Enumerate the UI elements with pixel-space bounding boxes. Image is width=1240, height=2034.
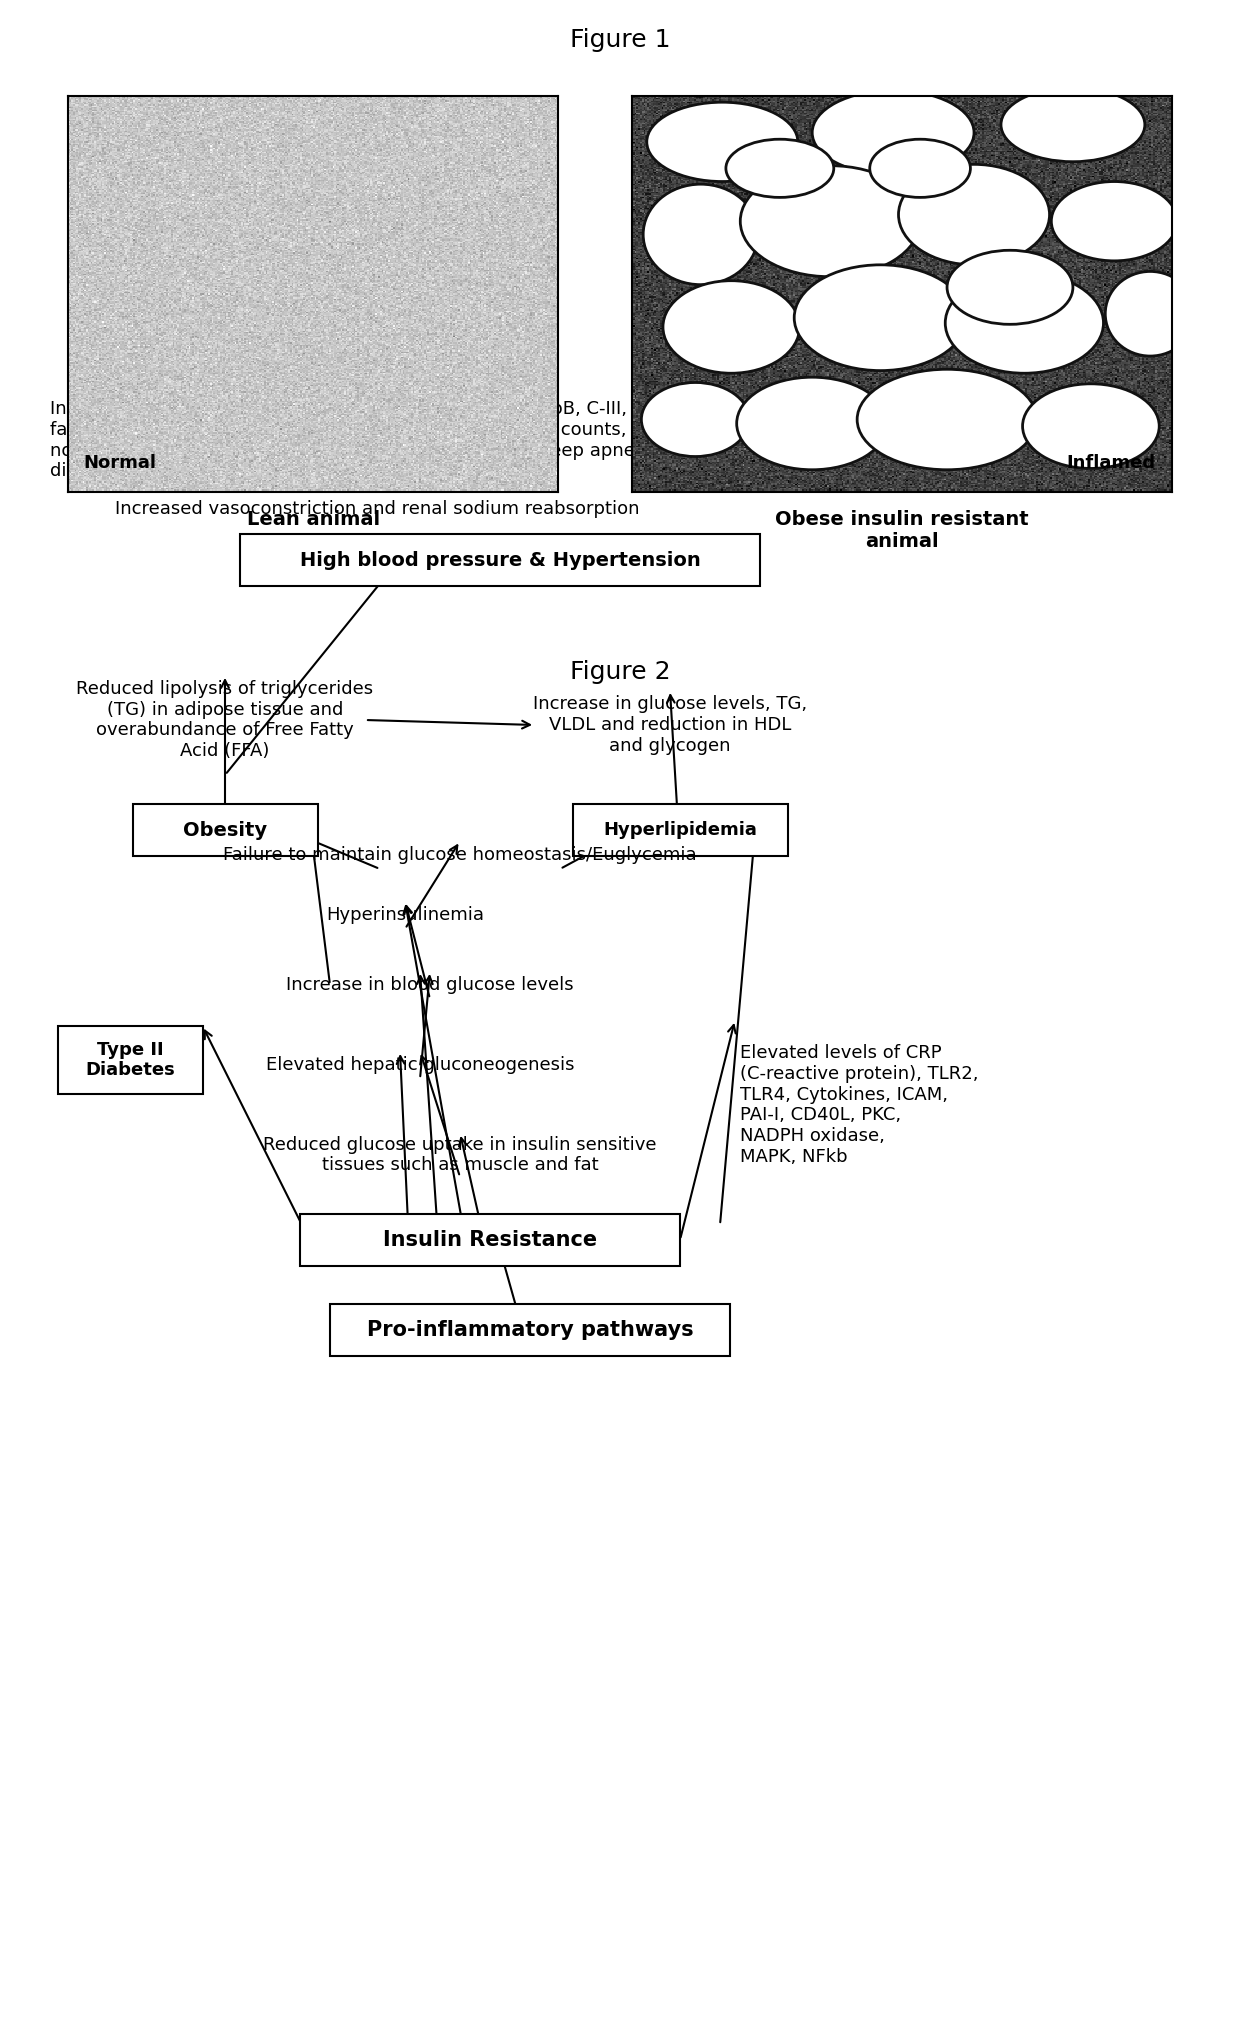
Ellipse shape <box>737 376 888 470</box>
Text: Type II
Diabetes: Type II Diabetes <box>86 1041 175 1080</box>
Ellipse shape <box>1001 87 1145 161</box>
FancyBboxPatch shape <box>57 1025 202 1094</box>
Text: Reduced lipolysis of triglycerides
(TG) in adipose tissue and
overabundance of F: Reduced lipolysis of triglycerides (TG) … <box>77 679 373 761</box>
Ellipse shape <box>1023 384 1159 468</box>
Text: Insulin Resistance: Insulin Resistance <box>383 1231 598 1251</box>
Ellipse shape <box>725 138 833 197</box>
FancyBboxPatch shape <box>573 803 787 856</box>
Text: High blood pressure & Hypertension: High blood pressure & Hypertension <box>300 551 701 570</box>
Text: Insulin resistance also contributes to an increases in apoB, C-III, uric acid, p: Insulin resistance also contributes to a… <box>50 401 856 480</box>
Text: Elevated hepatic gluconeogenesis: Elevated hepatic gluconeogenesis <box>265 1056 574 1074</box>
Text: Lean animal: Lean animal <box>247 511 379 529</box>
Ellipse shape <box>641 382 749 456</box>
Ellipse shape <box>812 89 975 175</box>
FancyBboxPatch shape <box>300 1214 680 1265</box>
Text: Increase in glucose levels, TG,
VLDL and reduction in HDL
and glycogen: Increase in glucose levels, TG, VLDL and… <box>533 696 807 755</box>
Text: Obesity: Obesity <box>184 820 267 840</box>
Text: Figure 2: Figure 2 <box>569 659 671 683</box>
Ellipse shape <box>899 165 1049 264</box>
Text: Normal: Normal <box>83 454 156 472</box>
FancyBboxPatch shape <box>133 803 317 856</box>
FancyBboxPatch shape <box>330 1304 730 1357</box>
Ellipse shape <box>1052 181 1177 260</box>
Text: Hyperinsulinemia: Hyperinsulinemia <box>326 905 484 923</box>
Ellipse shape <box>663 281 800 374</box>
Ellipse shape <box>795 264 967 370</box>
Text: Increase in blood glucose levels: Increase in blood glucose levels <box>286 976 574 995</box>
Ellipse shape <box>740 165 920 277</box>
Text: Elevated levels of CRP
(C-reactive protein), TLR2,
TLR4, Cytokines, ICAM,
PAI-I,: Elevated levels of CRP (C-reactive prote… <box>740 1043 978 1165</box>
Text: Failure to maintain glucose homeostasis/Euglycemia: Failure to maintain glucose homeostasis/… <box>223 846 697 864</box>
Ellipse shape <box>869 138 971 197</box>
Ellipse shape <box>857 370 1037 470</box>
FancyBboxPatch shape <box>241 535 760 586</box>
Text: Increased vasoconstriction and renal sodium reabsorption: Increased vasoconstriction and renal sod… <box>115 500 640 519</box>
Ellipse shape <box>647 102 797 181</box>
Text: Obese insulin resistant
animal: Obese insulin resistant animal <box>775 511 1029 551</box>
Text: Inflamed: Inflamed <box>1066 454 1156 472</box>
Text: Figure 1: Figure 1 <box>569 28 671 53</box>
Ellipse shape <box>644 185 759 285</box>
Ellipse shape <box>1105 271 1195 356</box>
Text: Reduced glucose uptake in insulin sensitive
tissues such as muscle and fat: Reduced glucose uptake in insulin sensit… <box>263 1135 657 1174</box>
Ellipse shape <box>945 273 1104 374</box>
Text: Pro-inflammatory pathways: Pro-inflammatory pathways <box>367 1320 693 1340</box>
Text: Hyperlipidemia: Hyperlipidemia <box>603 822 756 838</box>
Ellipse shape <box>947 250 1073 323</box>
